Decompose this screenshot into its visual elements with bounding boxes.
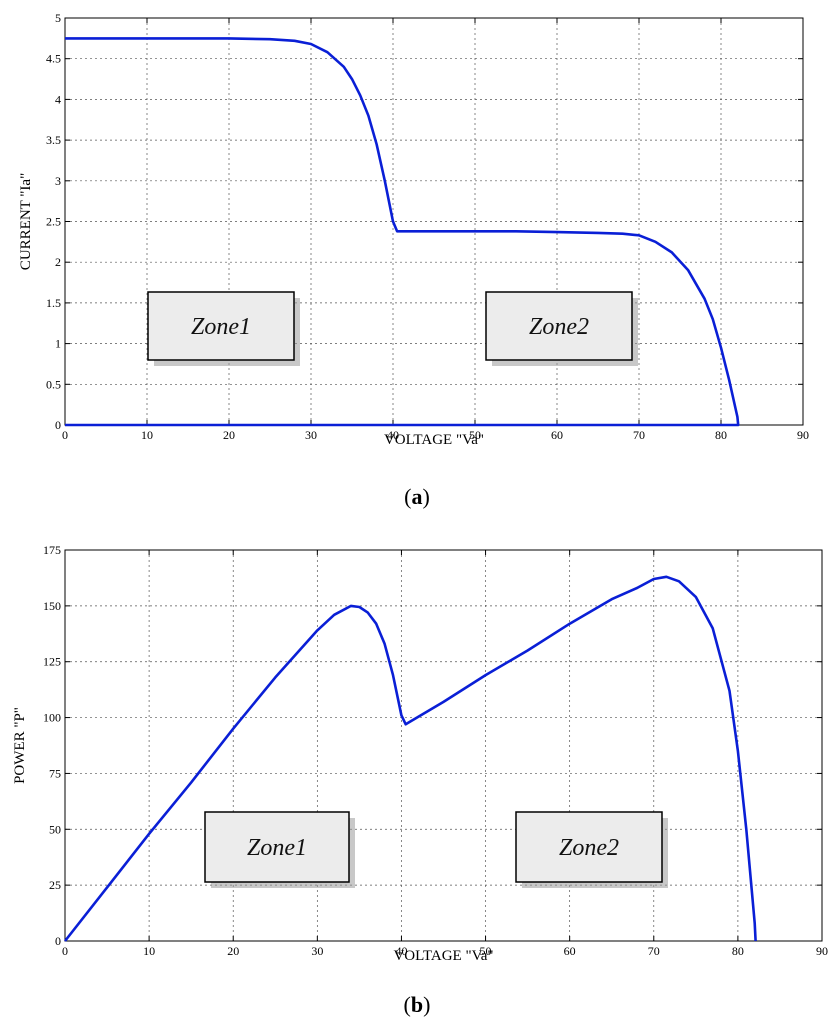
caption-open: ( <box>404 484 411 509</box>
y-tick-label: 125 <box>43 655 61 669</box>
x-tick-label: 80 <box>732 944 744 958</box>
x-tick-label: 60 <box>564 944 576 958</box>
caption-close: ) <box>423 484 430 509</box>
x-tick-label: 50 <box>480 944 492 958</box>
zone-label: Zone2 <box>559 835 619 861</box>
y-tick-label: 3.5 <box>46 133 61 147</box>
x-tick-label: 0 <box>62 944 68 958</box>
x-tick-label: 10 <box>143 944 155 958</box>
x-tick-label: 60 <box>551 428 563 442</box>
series-line <box>63 575 757 942</box>
y-axis-label: CURRENT "Ia" <box>18 173 34 270</box>
x-tick-label: 30 <box>305 428 317 442</box>
y-tick-label: 4.5 <box>46 52 61 66</box>
chart-panel-a: 0 10 20 30 40 50 60 70 80 90 0 0.5 1 1.5 2 2.5 3 3.5 4 4.5 5… <box>18 11 809 509</box>
y-tick-label: 100 <box>43 711 61 725</box>
x-axis-label: VOLTAGE "Va" <box>393 948 493 964</box>
y-tick-label: 5 <box>55 11 61 25</box>
y-tick-label: 0.5 <box>46 377 61 391</box>
zone-box <box>515 811 663 883</box>
y-tick-label: 50 <box>49 822 61 836</box>
y-tick-label: 1 <box>55 337 61 351</box>
x-tick-label: 70 <box>633 428 645 442</box>
y-tick-label: 3 <box>55 174 61 188</box>
x-tick-label: 40 <box>395 944 407 958</box>
x-tick-label: 50 <box>469 428 481 442</box>
x-tick-label: 30 <box>311 944 323 958</box>
plot-frame <box>64 549 823 942</box>
y-tick-label: 2.5 <box>46 215 61 229</box>
x-tick-label: 20 <box>223 428 235 442</box>
caption-letter: a <box>412 484 423 509</box>
zone-label: Zone1 <box>191 314 251 340</box>
caption-close: ) <box>423 992 430 1017</box>
zone-box <box>485 291 633 361</box>
y-tick-label: 25 <box>49 878 61 892</box>
chart-panel-b: 0 10 20 30 40 50 60 70 80 90 0 25 50 75 100 125 150 175 VO… <box>12 543 828 1017</box>
x-tick-label: 70 <box>648 944 660 958</box>
panel-caption: (b) <box>404 992 431 1017</box>
x-axis-label: VOLTAGE "Va" <box>384 432 484 448</box>
caption-open: ( <box>404 992 411 1017</box>
x-tick-label: 0 <box>62 428 68 442</box>
x-tick-label: 20 <box>227 944 239 958</box>
caption-letter: b <box>411 992 423 1017</box>
y-tick-label: 2 <box>55 255 61 269</box>
y-tick-label: 75 <box>49 766 61 780</box>
y-tick-label: 1.5 <box>46 296 61 310</box>
y-tick-label: 150 <box>43 599 61 613</box>
y-tick-label: 0 <box>55 418 61 432</box>
x-tick-label: 90 <box>797 428 809 442</box>
zone-label: Zone2 <box>529 314 589 340</box>
zone-box <box>147 291 295 361</box>
x-tick-label: 90 <box>816 944 828 958</box>
x-tick-label: 40 <box>387 428 399 442</box>
y-axis-label: POWER "P" <box>12 707 28 784</box>
y-tick-label: 175 <box>43 543 61 557</box>
y-tick-label: 4 <box>55 92 61 106</box>
x-tick-label: 80 <box>715 428 727 442</box>
zone-label: Zone1 <box>247 835 307 861</box>
zone-box <box>204 811 350 883</box>
series-line <box>65 37 740 427</box>
panel-caption: (a) <box>404 484 430 509</box>
y-tick-label: 0 <box>55 934 61 948</box>
x-tick-label: 10 <box>141 428 153 442</box>
